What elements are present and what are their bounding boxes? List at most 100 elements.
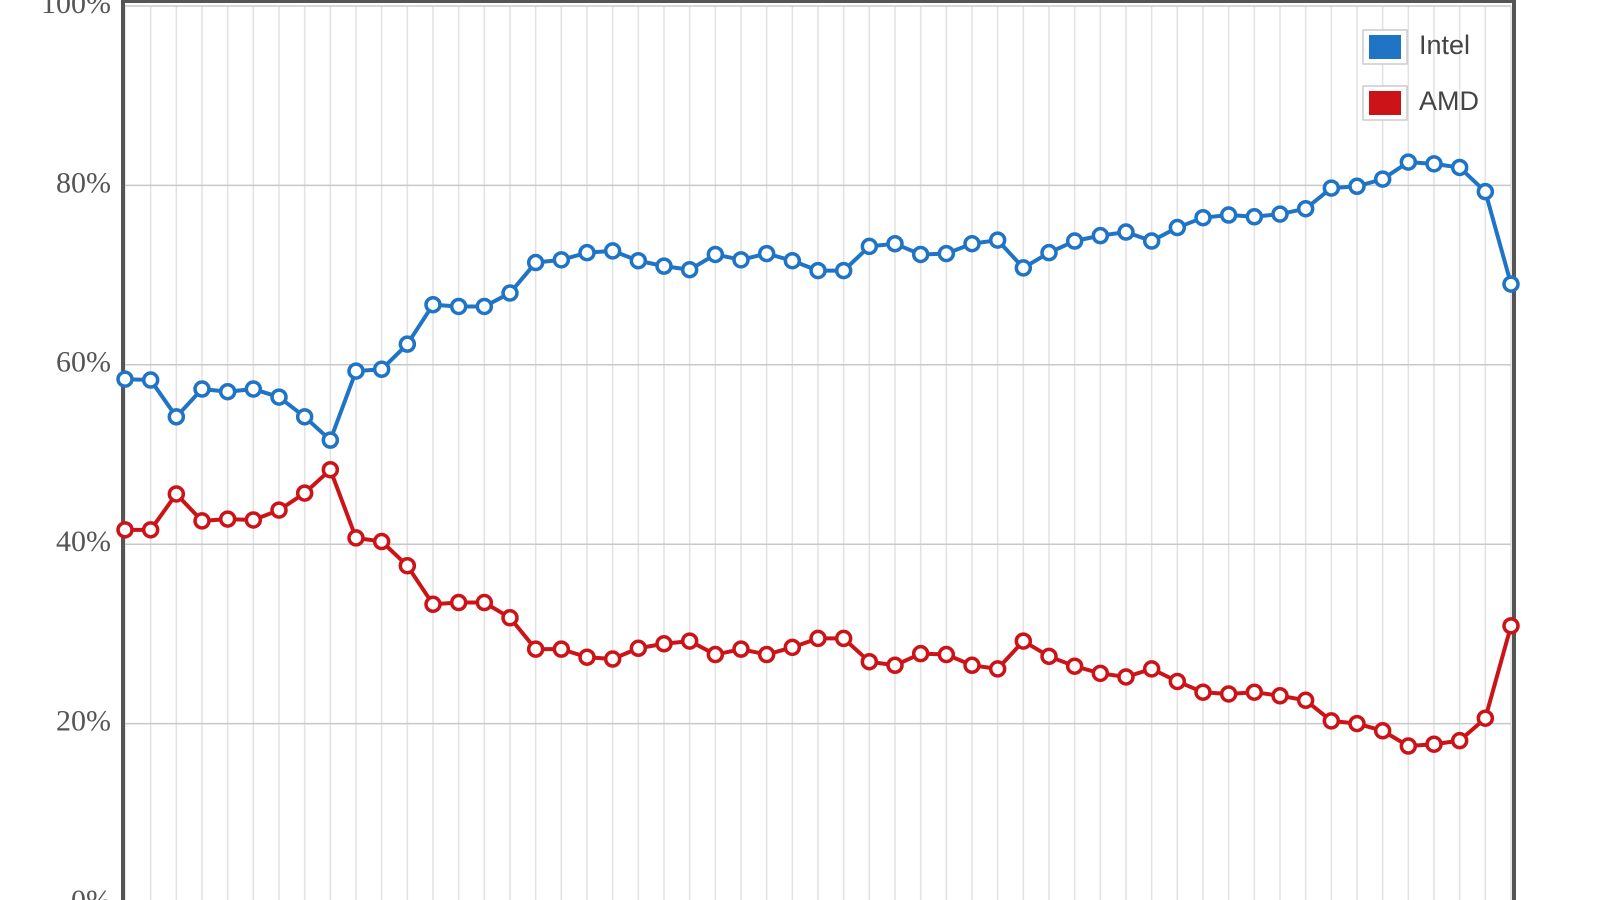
data-point xyxy=(809,629,827,648)
data-point xyxy=(886,234,904,253)
data-point xyxy=(1014,632,1033,650)
data-point xyxy=(757,645,776,664)
data-point xyxy=(1065,657,1084,675)
data-point xyxy=(116,370,134,388)
legend-swatch xyxy=(1369,91,1401,115)
data-point xyxy=(834,261,853,280)
data-point xyxy=(424,295,442,314)
data-point xyxy=(398,556,417,575)
data-point xyxy=(706,645,725,664)
data-point xyxy=(860,237,879,256)
data-point xyxy=(167,408,186,426)
data-point xyxy=(475,593,494,612)
data-point xyxy=(1399,153,1418,171)
data-point xyxy=(1425,735,1443,753)
data-point xyxy=(1219,206,1238,224)
data-point xyxy=(270,388,288,406)
data-point xyxy=(1399,737,1418,755)
data-point xyxy=(1245,208,1264,226)
data-point xyxy=(449,593,468,612)
data-point xyxy=(526,640,545,658)
data-point xyxy=(988,231,1007,249)
data-point xyxy=(244,380,263,398)
y-tick-label: 20% xyxy=(56,704,111,737)
data-point xyxy=(449,297,468,316)
data-point xyxy=(218,510,237,528)
y-tick-label: 100% xyxy=(41,0,111,20)
data-point xyxy=(116,521,134,539)
data-point xyxy=(1014,259,1033,277)
data-point xyxy=(1117,668,1135,686)
data-point xyxy=(141,371,160,389)
data-point xyxy=(1271,687,1289,705)
data-point xyxy=(321,460,340,479)
data-point xyxy=(809,261,827,280)
legend-label: Intel xyxy=(1419,30,1470,60)
data-point xyxy=(911,644,930,663)
legend-swatch xyxy=(1369,35,1401,59)
data-point xyxy=(1450,731,1469,750)
data-point xyxy=(680,260,699,279)
data-point xyxy=(1040,243,1058,262)
data-point xyxy=(1117,223,1135,241)
data-point xyxy=(963,234,981,253)
data-point xyxy=(167,485,186,503)
data-point xyxy=(655,257,673,275)
data-point xyxy=(526,253,545,272)
data-point xyxy=(193,512,211,530)
data-point xyxy=(937,645,956,664)
data-point xyxy=(321,431,340,449)
data-point xyxy=(552,640,571,658)
data-point xyxy=(963,656,981,675)
data-point xyxy=(193,380,211,398)
data-point xyxy=(295,484,314,502)
data-point xyxy=(834,629,853,648)
data-point xyxy=(1502,617,1520,635)
legend-label: AMD xyxy=(1419,86,1479,116)
data-point xyxy=(757,244,776,263)
data-point xyxy=(1091,226,1110,245)
data-point xyxy=(295,408,314,426)
data-point xyxy=(347,529,365,547)
y-tick-label: 80% xyxy=(56,166,111,199)
data-point xyxy=(1373,722,1392,740)
data-point xyxy=(680,632,699,650)
data-point xyxy=(141,521,160,539)
data-point xyxy=(475,297,494,316)
y-tick-label: 40% xyxy=(56,525,111,558)
data-point xyxy=(706,245,725,264)
data-point xyxy=(937,244,956,263)
data-point xyxy=(218,382,237,401)
data-point xyxy=(603,650,622,668)
data-point xyxy=(655,635,673,653)
data-point xyxy=(1296,691,1315,710)
data-point xyxy=(1348,714,1366,733)
data-point xyxy=(578,243,596,262)
data-point xyxy=(1348,177,1366,196)
y-tick-label: 0% xyxy=(71,884,111,900)
data-point xyxy=(1271,205,1289,223)
data-point xyxy=(1219,685,1238,703)
data-point xyxy=(1194,208,1212,227)
data-point xyxy=(1322,179,1341,197)
data-point xyxy=(501,609,519,627)
data-point xyxy=(1168,672,1187,691)
data-point xyxy=(1168,218,1187,237)
data-point xyxy=(1296,199,1315,218)
data-point xyxy=(1425,155,1443,173)
data-point xyxy=(1142,660,1161,678)
data-point xyxy=(1476,182,1495,201)
data-point xyxy=(1142,232,1161,250)
y-tick-label: 60% xyxy=(56,346,111,379)
data-point xyxy=(1040,647,1058,666)
data-point xyxy=(578,648,596,666)
data-point xyxy=(372,532,391,551)
data-point xyxy=(1450,158,1469,177)
data-point xyxy=(347,362,365,380)
data-point xyxy=(886,656,904,675)
data-point xyxy=(911,245,930,264)
data-point xyxy=(501,284,519,302)
data-point xyxy=(1373,170,1392,188)
data-point xyxy=(732,640,750,658)
